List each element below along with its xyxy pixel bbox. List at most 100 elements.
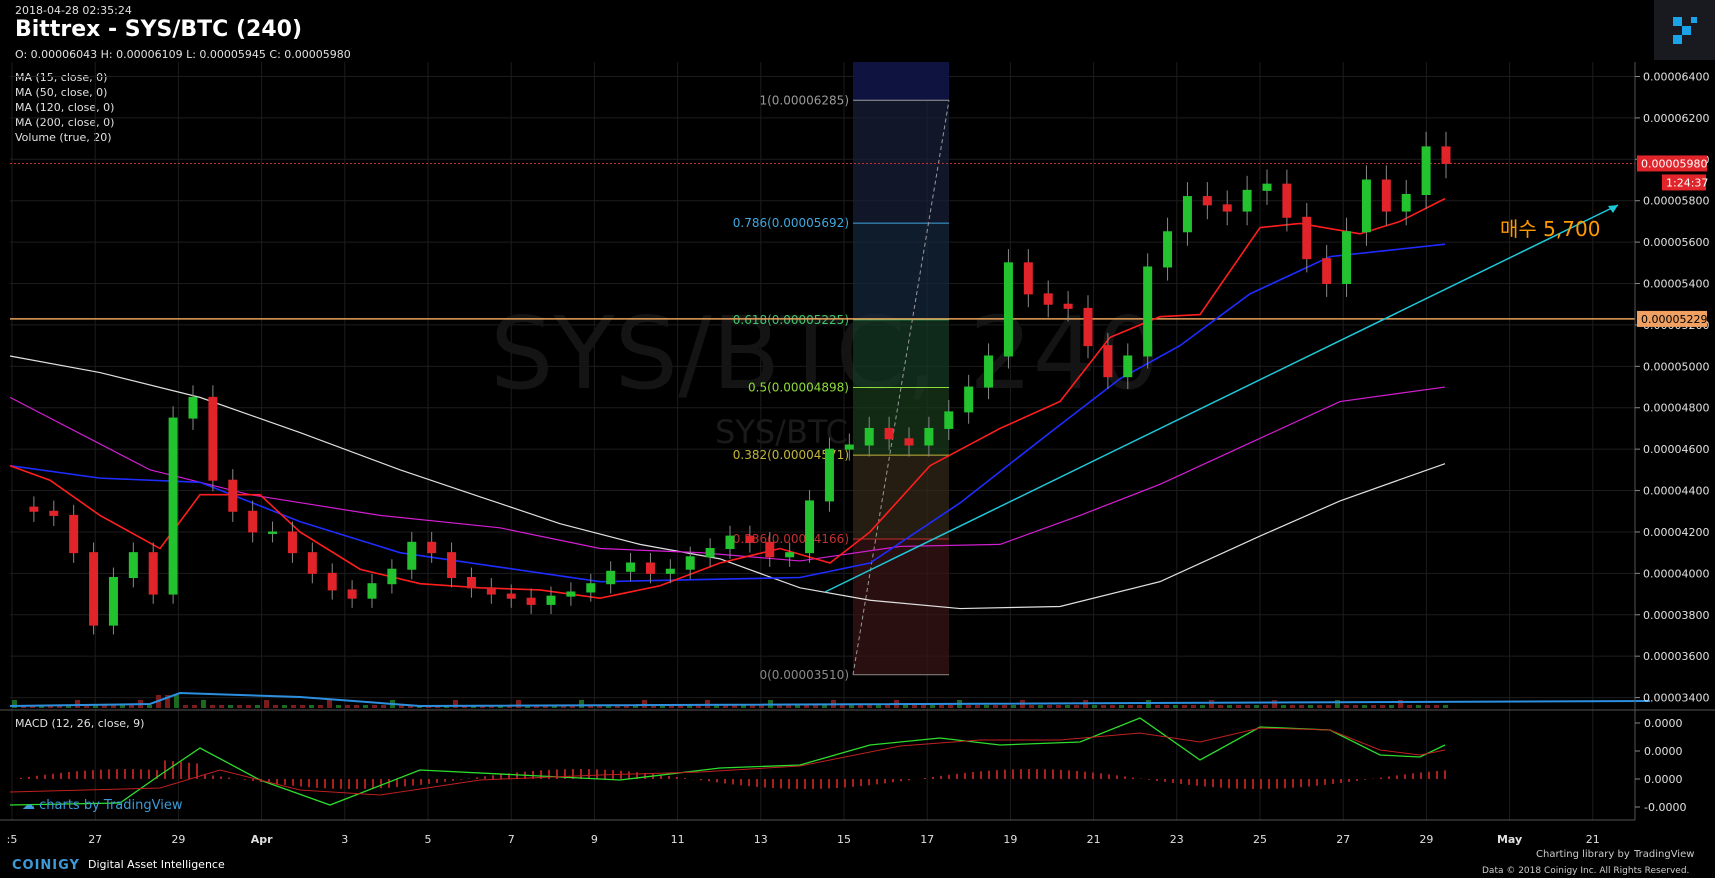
candle-body <box>29 506 39 512</box>
volume-bar <box>1047 705 1052 708</box>
volume-bar <box>1038 705 1043 708</box>
candle-body <box>387 568 397 585</box>
volume-bar <box>129 705 134 708</box>
candle-body <box>128 552 138 579</box>
ma120-line <box>9 386 1446 562</box>
macd-histogram-bar <box>316 779 318 788</box>
volume-bar <box>813 705 818 708</box>
macd-histogram-bar <box>1212 779 1214 788</box>
candle-body <box>626 562 636 572</box>
tradingview-small-logo[interactable]: TradingView <box>1634 849 1695 860</box>
candle-body <box>1182 196 1192 233</box>
macd-histogram-bar <box>1100 773 1102 779</box>
macd-histogram-bar <box>68 771 70 779</box>
time-tick-label: 27 <box>1336 833 1350 846</box>
volume-bar <box>336 705 341 708</box>
candle-body <box>566 591 576 597</box>
macd-tick-label: 0.0000 <box>1644 745 1683 758</box>
macd-histogram-bar <box>1068 770 1070 779</box>
macd-histogram-bar <box>1412 773 1414 779</box>
candle-body <box>725 535 735 550</box>
volume-bar <box>516 700 521 708</box>
macd-histogram-bar <box>148 769 150 779</box>
price-tick-label: 0.00006400 <box>1643 70 1709 83</box>
macd-histogram-bar <box>732 779 734 785</box>
candle-body <box>1342 231 1352 285</box>
candle-body <box>327 572 337 591</box>
price-tick-label: 0.00005800 <box>1643 195 1709 208</box>
macd-histogram-bar <box>36 775 38 779</box>
volume-bar <box>606 705 611 708</box>
time-tick-label: 11 <box>671 833 685 846</box>
volume-bar <box>1173 705 1178 708</box>
price-tick-label: 0.00004800 <box>1643 402 1709 415</box>
macd-histogram-bar <box>300 779 302 787</box>
volume-bar <box>1236 705 1241 708</box>
volume-bar <box>120 705 125 708</box>
volume-bar <box>300 705 305 708</box>
candle-body <box>1222 204 1232 212</box>
volume-bar <box>1155 705 1160 708</box>
macd-histogram-bar <box>908 779 910 781</box>
indicator-ma120[interactable]: MA (120, close, 0) <box>15 101 115 114</box>
price-tick-label: 0.00004600 <box>1643 443 1709 456</box>
candle-body <box>307 552 317 574</box>
volume-bar <box>651 705 656 708</box>
fib-zone <box>853 538 949 675</box>
candle-body <box>526 597 536 605</box>
volume-bar <box>1209 700 1214 708</box>
macd-histogram-bar <box>124 769 126 779</box>
time-tick-label: 17 <box>920 833 934 846</box>
indicator-volume[interactable]: Volume (true, 20) <box>15 131 112 144</box>
candle-body <box>546 595 556 605</box>
volume-bar <box>1407 705 1412 708</box>
macd-histogram-bar <box>292 779 294 786</box>
time-tick-label: 29 <box>1419 833 1433 846</box>
volume-bar <box>1218 705 1223 708</box>
macd-histogram-bar <box>1188 779 1190 785</box>
price-tick-label: 0.00004400 <box>1643 485 1709 498</box>
macd-histogram-bar <box>676 776 678 779</box>
volume-bar <box>255 705 260 708</box>
fib-diagonal <box>852 100 950 675</box>
candle-body <box>89 552 99 626</box>
volume-bar <box>858 705 863 708</box>
volume-bar <box>678 705 683 708</box>
candle-body <box>1123 355 1133 378</box>
tradingview-brand[interactable]: ☁ charts by TradingView <box>22 798 182 813</box>
volume-bar <box>1317 705 1322 708</box>
indicator-ma15[interactable]: MA (15, close, 0) <box>15 71 108 84</box>
macd-histogram-bar <box>796 779 798 789</box>
macd-histogram-bar <box>604 769 606 779</box>
macd-histogram-bar <box>444 779 446 782</box>
indicator-ma200[interactable]: MA (200, close, 0) <box>15 116 115 129</box>
volume-bar <box>291 705 296 708</box>
volume-bar <box>363 705 368 708</box>
candle-body <box>964 386 974 413</box>
volume-bar <box>1092 705 1097 708</box>
volume-bar <box>345 705 350 708</box>
fib-level-label: 0(0.00003510) <box>759 668 849 682</box>
macd-histogram-bar <box>1340 779 1342 783</box>
macd-histogram-bar <box>484 776 486 779</box>
volume-bar <box>183 705 188 708</box>
coinigy-logo-icon[interactable] <box>1654 0 1715 60</box>
volume-bar <box>264 700 269 708</box>
macd-histogram-bar <box>428 779 430 784</box>
volume-bar <box>48 705 53 708</box>
macd-histogram-bar <box>988 770 990 779</box>
volume-bar <box>1443 705 1448 708</box>
candle-body <box>1063 303 1073 309</box>
time-tick-label: 13 <box>754 833 768 846</box>
macd-histogram-bar <box>572 769 574 779</box>
candle-body <box>765 541 775 558</box>
volume-bar <box>723 705 728 708</box>
macd-histogram-bar <box>340 779 342 789</box>
coinigy-brand[interactable]: COINIGY <box>12 858 80 873</box>
indicator-ma50[interactable]: MA (50, close, 0) <box>15 86 108 99</box>
time-tick-label: :5 <box>7 833 18 846</box>
macd-histogram-bar <box>1052 769 1054 779</box>
macd-histogram-bar <box>436 779 438 783</box>
volume-bar <box>1110 705 1115 708</box>
